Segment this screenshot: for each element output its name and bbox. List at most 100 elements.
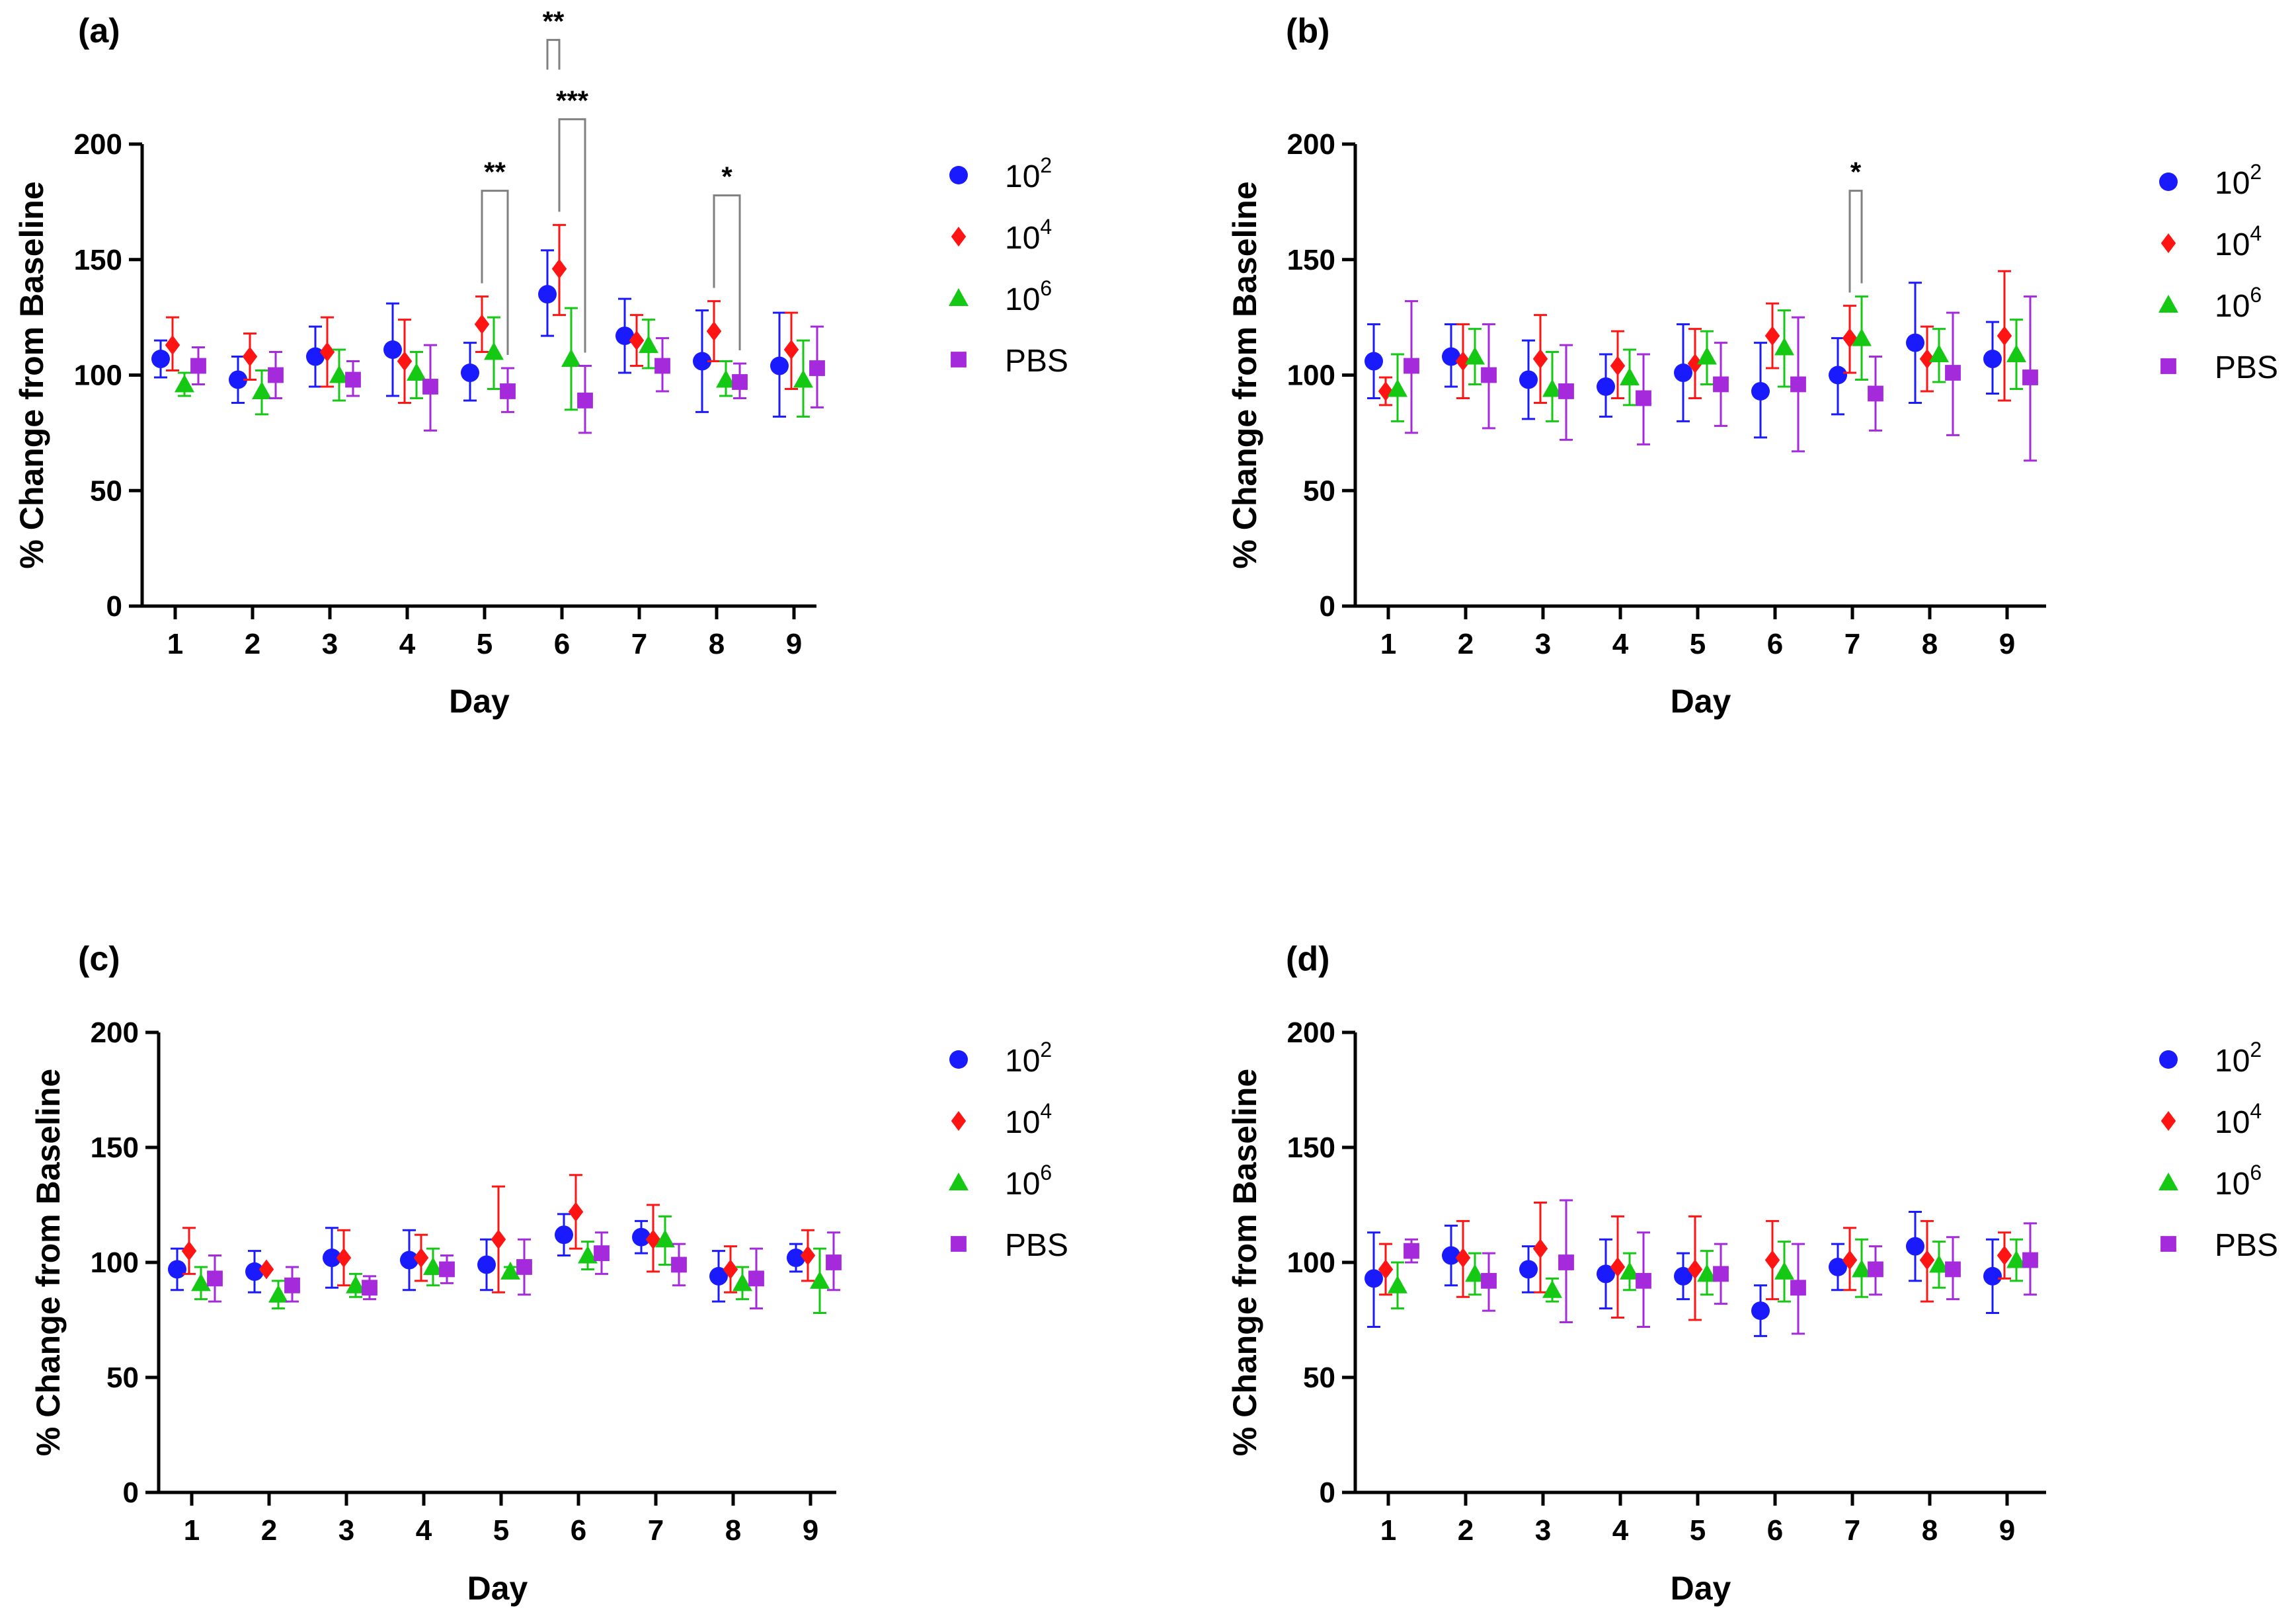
bracket-line [713,194,741,351]
legend-item-10-2: 102 [2159,1038,2262,1079]
legend-label-base: PBS [1005,344,1068,379]
data-point [207,1270,223,1287]
legend-label: PBS [1005,1228,1068,1263]
data-point [346,1275,366,1293]
data-point [2022,1252,2038,1268]
data-point [1365,1269,1383,1288]
significance-label: * [1850,157,1862,188]
significance-bracket: * [1848,157,1863,293]
data-point [639,335,658,354]
data-point [407,363,426,381]
x-tick-label: 9 [1999,1514,2015,1547]
series-10-4 [1378,270,2012,406]
data-point [252,381,272,399]
legend-label: 104 [1005,1099,1052,1140]
data-point [1764,1250,1780,1270]
data-point [1868,385,1883,402]
chart-panel-c: (c) 0 50 100 150 200 1 2 3 4 5 6 7 8 9 Day % Change from… [30,940,1068,1607]
data-point [1868,1261,1883,1278]
data-point [439,1261,455,1278]
series-pbs [1404,295,2038,462]
legend-label: 104 [1005,215,1052,256]
data-point [1945,365,1961,381]
y-axis-title: % Change from Baseline [1226,181,1263,568]
data-point [1620,1261,1640,1280]
legend-item-pbs: PBS [2160,1228,2278,1263]
legend-marker [2160,233,2176,253]
significance-bracket: * [713,161,741,351]
y-tick-label: 0 [123,1477,139,1509]
data-point [578,1245,598,1264]
x-tick-label: 9 [786,628,802,660]
data-point [732,374,748,390]
x-tick-label: 4 [1612,628,1629,660]
x-tick-label: 3 [322,628,338,660]
data-point [1532,349,1548,369]
x-tick-label: 5 [493,1514,509,1547]
legend-label-base: PBS [1005,1228,1068,1263]
legend-marker [2158,1173,2178,1190]
data-point [397,351,413,371]
data-point [1997,1245,2012,1266]
legend-label-base: 10 [2215,166,2250,201]
data-point [1852,328,1872,346]
data-point [1442,1246,1460,1265]
data-point [2006,1250,2026,1268]
y-tick-label: 0 [106,590,122,623]
data-point [787,1249,805,1268]
legend-item-10-6: 106 [949,276,1052,317]
data-point [1751,381,1770,401]
data-point [555,1225,573,1245]
legend-label: 104 [2215,221,2262,262]
data-point [1764,326,1780,346]
data-point [1674,1266,1692,1286]
legend-label-exponent: 2 [2250,160,2262,184]
data-point [181,1241,197,1261]
legend-marker [949,1173,969,1190]
legend-label-base: 10 [2215,289,2250,324]
legend-label: PBS [2215,350,2278,385]
series-10-4 [1378,1202,2012,1321]
legend-label-base: 10 [2215,227,2250,262]
data-point [1842,328,1858,348]
bracket-line [481,190,509,356]
data-point [1713,376,1729,393]
y-tick-label: 50 [90,475,122,507]
data-point [1774,337,1794,356]
legend-label: 106 [1005,1161,1052,1202]
data-point [1481,1272,1497,1289]
data-point [1542,1280,1562,1298]
legend-label-exponent: 4 [2250,221,2262,245]
data-point [2022,369,2038,385]
data-point [1842,1250,1858,1270]
data-point [655,1229,675,1248]
legend-item-10-6: 106 [949,1161,1052,1202]
data-point [1465,1264,1485,1282]
legend-marker [949,288,969,306]
data-point [1388,379,1407,397]
y-tick-label: 200 [1287,1017,1335,1049]
x-tick-label: 7 [631,628,647,660]
legend-label-exponent: 2 [1040,1038,1052,1061]
data-point [654,358,670,374]
panel-label: (b) [1286,12,1329,50]
data-point [1636,390,1651,406]
data-point [561,349,581,367]
y-tick-label: 150 [1287,244,1335,276]
legend-label-base: 10 [1005,1105,1040,1140]
legend-marker [949,1050,968,1069]
data-point [1697,346,1717,365]
data-point [268,367,284,383]
x-tick-label: 2 [245,628,260,660]
data-point [1906,333,1924,352]
data-point [1455,351,1471,371]
x-axis-title: Day [467,1570,528,1607]
x-tick-label: 4 [1612,1514,1629,1547]
x-tick-label: 6 [1767,628,1783,660]
data-point [1674,364,1692,383]
data-point [175,374,194,393]
data-point [500,383,516,399]
data-point [165,335,180,356]
data-point [1455,1248,1471,1268]
